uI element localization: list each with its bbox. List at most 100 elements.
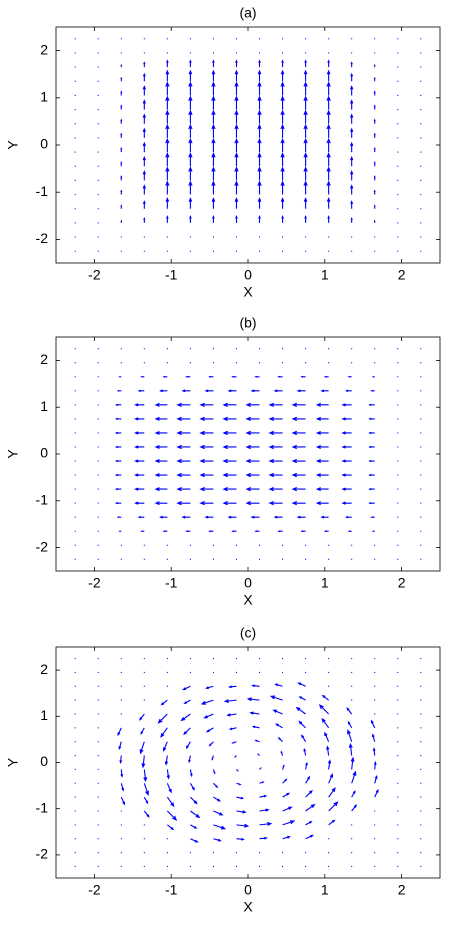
arrow [211,137,216,153]
arrow [326,152,331,167]
arrow [162,375,168,378]
x-axis-label: X [243,592,253,608]
arrow [327,59,330,68]
arrow [368,473,375,477]
arrow [182,685,191,691]
arrow [303,109,308,124]
arrow [315,501,329,506]
arrow [259,767,262,770]
arrow [165,166,170,181]
arrow [142,170,146,181]
arrow [315,487,329,492]
arrow [236,796,245,800]
arrow [212,769,216,775]
arrow [120,175,123,181]
arrow [236,810,247,814]
arrow [372,747,376,756]
arrow [291,416,306,422]
arrow [275,723,283,729]
arrow [347,530,352,533]
arrow [370,389,375,392]
arrow [116,516,122,519]
arrow [295,706,306,715]
arrow [143,217,146,223]
arrow [176,402,191,407]
arrow [142,113,146,124]
arrow [142,99,146,110]
arrow [231,530,237,533]
arrow [188,166,193,181]
arrow [341,417,352,421]
arrow [303,197,308,209]
arrow [321,694,329,701]
arrow [305,775,311,784]
arrow [190,810,201,819]
arrow [272,709,283,715]
arrow [134,459,145,463]
arrow [176,472,191,478]
arrow [188,755,191,764]
y-tick-label: -2 [36,538,49,554]
arrow [245,472,260,478]
arrow [211,197,216,209]
arrow [120,796,126,806]
arrow [199,472,214,478]
arrow [176,430,191,436]
arrow [228,727,237,731]
arrow [350,184,354,195]
y-tick-label: -2 [36,846,49,862]
arrow [280,81,285,96]
arrow [114,459,122,463]
x-tick-label: -2 [88,267,101,283]
x-axis-label: X [243,899,253,915]
arrow [211,166,216,181]
arrow [166,783,172,794]
x-tick-label: 2 [398,267,406,283]
arrow [250,515,260,519]
arrow [134,445,145,449]
arrow [323,530,329,533]
arrow [291,458,306,464]
arrow [327,759,332,770]
arrow [291,430,306,436]
arrow [303,81,308,96]
arrow [143,783,149,796]
x-tick-label: 2 [398,882,406,898]
arrow [234,180,239,195]
arrow [259,781,265,784]
arrow [183,727,191,736]
arrow [350,756,355,770]
y-tick-label: 2 [40,661,48,677]
arrow [323,375,329,378]
arrow [165,152,170,167]
arrow [189,769,193,778]
arrow [305,820,313,826]
arrow [250,389,260,393]
arrow [350,170,354,181]
arrow [134,431,145,435]
arrow [154,430,168,435]
arrow [211,123,216,138]
arrow [228,685,237,689]
arrow [341,501,352,505]
arrow [211,81,216,96]
arrow [181,515,191,519]
arrow [370,516,375,519]
x-tick-label: -1 [165,267,178,283]
arrow [303,152,308,167]
arrow [141,755,146,769]
arrow [166,810,178,821]
arrow [328,787,336,798]
arrow [235,59,238,68]
arrow [165,109,170,124]
arrow [326,109,331,124]
arrow [165,69,170,82]
arrow [274,683,283,687]
arrow [351,804,358,812]
arrow [351,770,357,784]
arrow [140,375,145,378]
arrow [190,796,198,805]
arrow [304,215,307,223]
arrow [257,197,262,209]
